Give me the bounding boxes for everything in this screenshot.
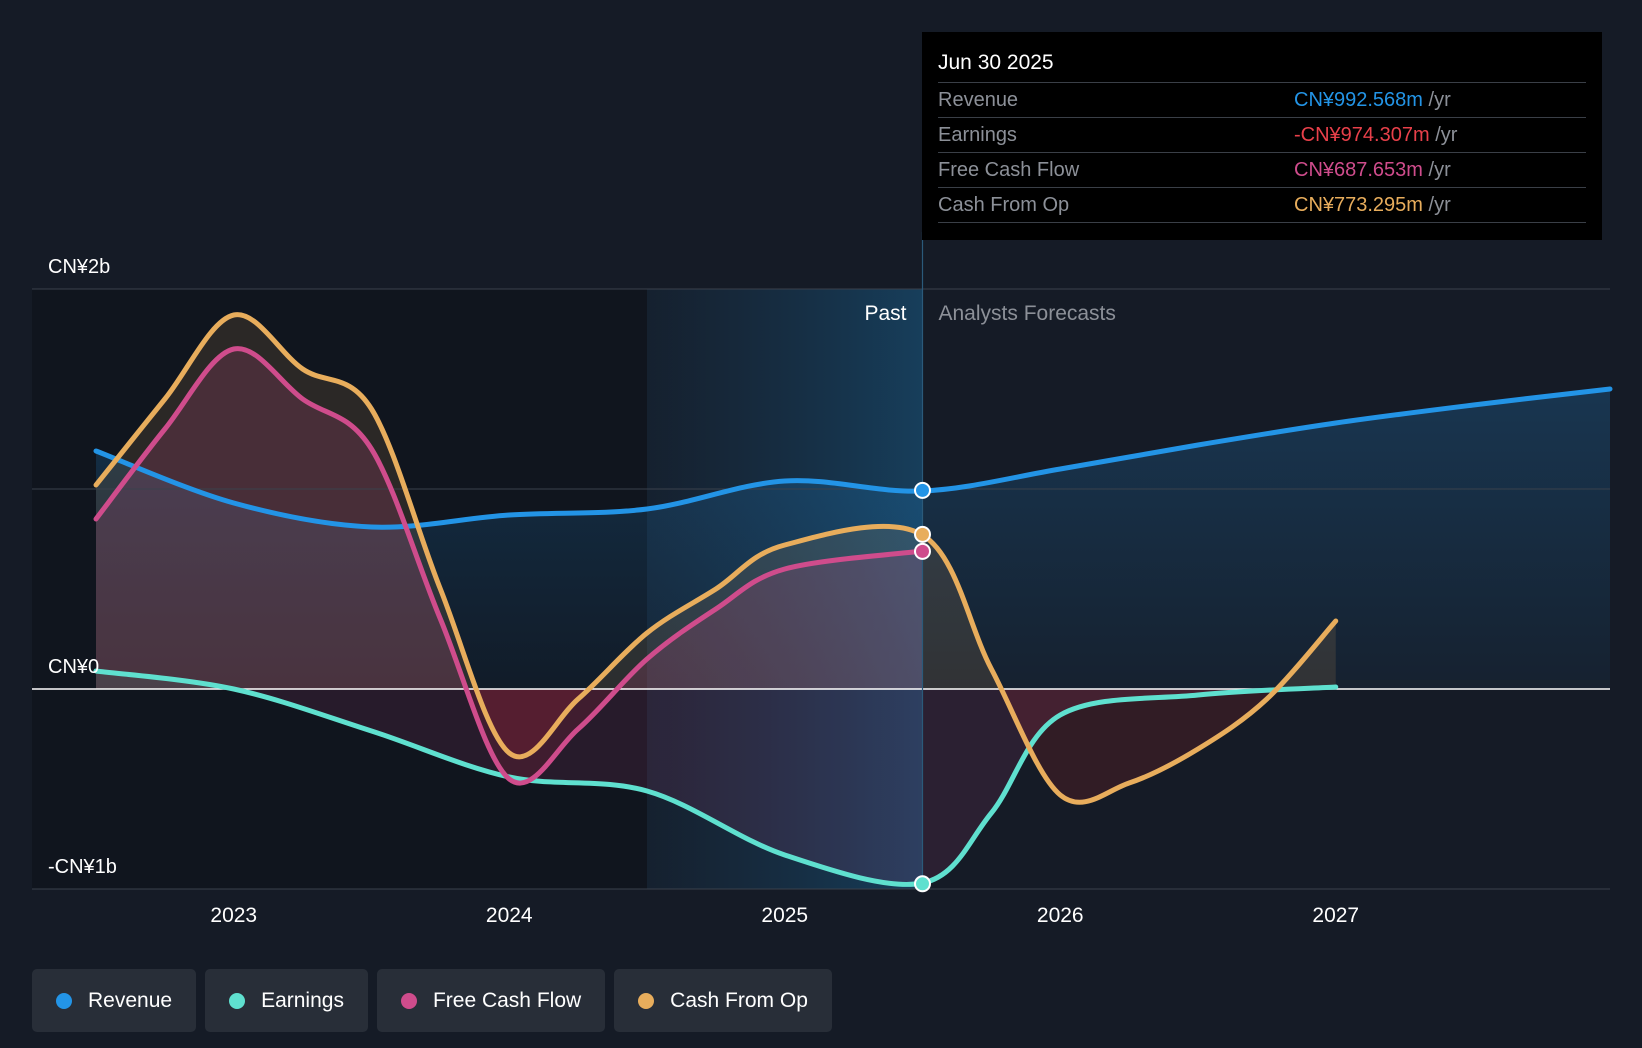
tooltip-row-cash-from-op: Cash From Op CN¥773.295m /yr [938,188,1586,223]
tooltip-panel: Jun 30 2025 Revenue CN¥992.568m /yr Earn… [922,32,1602,240]
free-cash-flow-area-positive [96,348,923,689]
earnings-highlight-point [914,875,931,893]
legend-item-cash-from-op[interactable]: Cash From Op [614,969,832,1032]
tooltip-unit: /yr [1428,89,1451,111]
forecast-label: Analysts Forecasts [939,302,1116,325]
tooltip-date: Jun 30 2025 [938,46,1586,83]
y-axis-label: CN¥2b [48,256,110,278]
tooltip-label: Revenue [938,89,1019,111]
legend-label: Cash From Op [670,988,808,1012]
legend-label: Free Cash Flow [432,988,582,1012]
legend-dot-icon [638,992,655,1009]
legend-item-revenue[interactable]: Revenue [32,969,197,1032]
legend-label: Revenue [88,988,173,1012]
cash-from-op-line [93,312,1339,805]
tooltip-unit: /yr [1428,159,1451,181]
tooltip-unit: /yr [1428,194,1451,216]
tooltip-label: Earnings [938,124,1017,146]
x-axis-tick-label: 2024 [486,904,533,927]
tooltip-row-earnings: Earnings -CN¥974.307m /yr [938,118,1586,153]
tooltip-label: Cash From Op [938,194,1070,216]
free-cash-flow-line [93,346,925,786]
x-axis-tick-label: 2023 [210,904,257,927]
free-cash-flow-area-negative [96,689,923,783]
tooltip-value: CN¥992.568m [1294,89,1423,111]
free-cash-flow-highlight-point [914,542,931,560]
past-label: Past [864,302,906,325]
tooltip-row-free-cash-flow: Free Cash Flow CN¥687.653m /yr [938,153,1586,188]
x-axis-tick-label: 2026 [1037,904,1084,927]
legend-dot-icon [56,992,72,1009]
x-axis-tick-label: 2027 [1312,904,1359,927]
y-axis-label: -CN¥1b [48,856,117,878]
y-axis-label: CN¥0 [48,656,99,678]
tooltip-value: CN¥687.653m [1294,159,1423,181]
legend-dot-icon [400,992,417,1009]
revenue-area [96,389,1610,689]
legend-item-earnings[interactable]: Earnings [205,969,368,1032]
revenue-line [93,386,1613,530]
legend-item-free-cash-flow[interactable]: Free Cash Flow [376,969,606,1032]
cash-from-op-area-positive [96,314,1336,689]
legend-dot-icon [229,992,246,1009]
x-axis-tick-label: 2025 [761,904,808,927]
legend-label: Earnings [261,988,344,1012]
tooltip-value: CN¥773.295m [1294,194,1423,216]
tooltip-value: -CN¥974.307m [1294,124,1430,146]
tooltip-unit: /yr [1435,124,1458,146]
cash-from-op-highlight-point [914,525,931,543]
cash-from-op-area-negative [96,689,1336,803]
tooltip-label: Free Cash Flow [938,159,1080,181]
tooltip-row-revenue: Revenue CN¥992.568m /yr [938,83,1586,118]
earnings-line [93,668,1339,887]
revenue-highlight-point [914,481,931,499]
legend: Revenue Earnings Free Cash Flow Cash Fro… [32,969,832,1032]
